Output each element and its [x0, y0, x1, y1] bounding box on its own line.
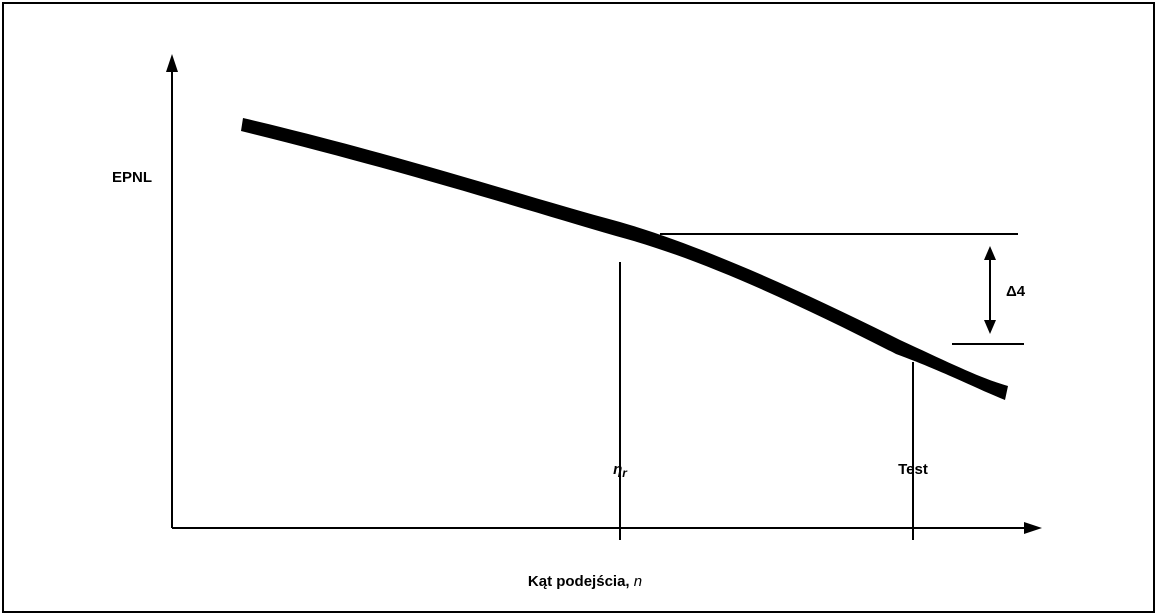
- x-label: Kąt podejścia, n: [528, 573, 642, 590]
- y-axis-arrow: [166, 54, 178, 72]
- x-label-text: Kąt podejścia,: [528, 573, 630, 590]
- arrow-head-up: [984, 246, 996, 260]
- reference-symbol: η: [613, 461, 622, 478]
- reference-subscript: r: [622, 466, 628, 480]
- arrow-head-down: [984, 320, 996, 334]
- epnl-curve: [241, 118, 1008, 400]
- x-axis-arrow: [1024, 522, 1042, 534]
- difference-label: Δ4: [1006, 283, 1026, 300]
- test-label: Test: [898, 461, 928, 478]
- y-label: EPNL: [112, 169, 152, 186]
- reference-label: ηr: [613, 461, 628, 480]
- x-label-symbol: n: [634, 573, 642, 590]
